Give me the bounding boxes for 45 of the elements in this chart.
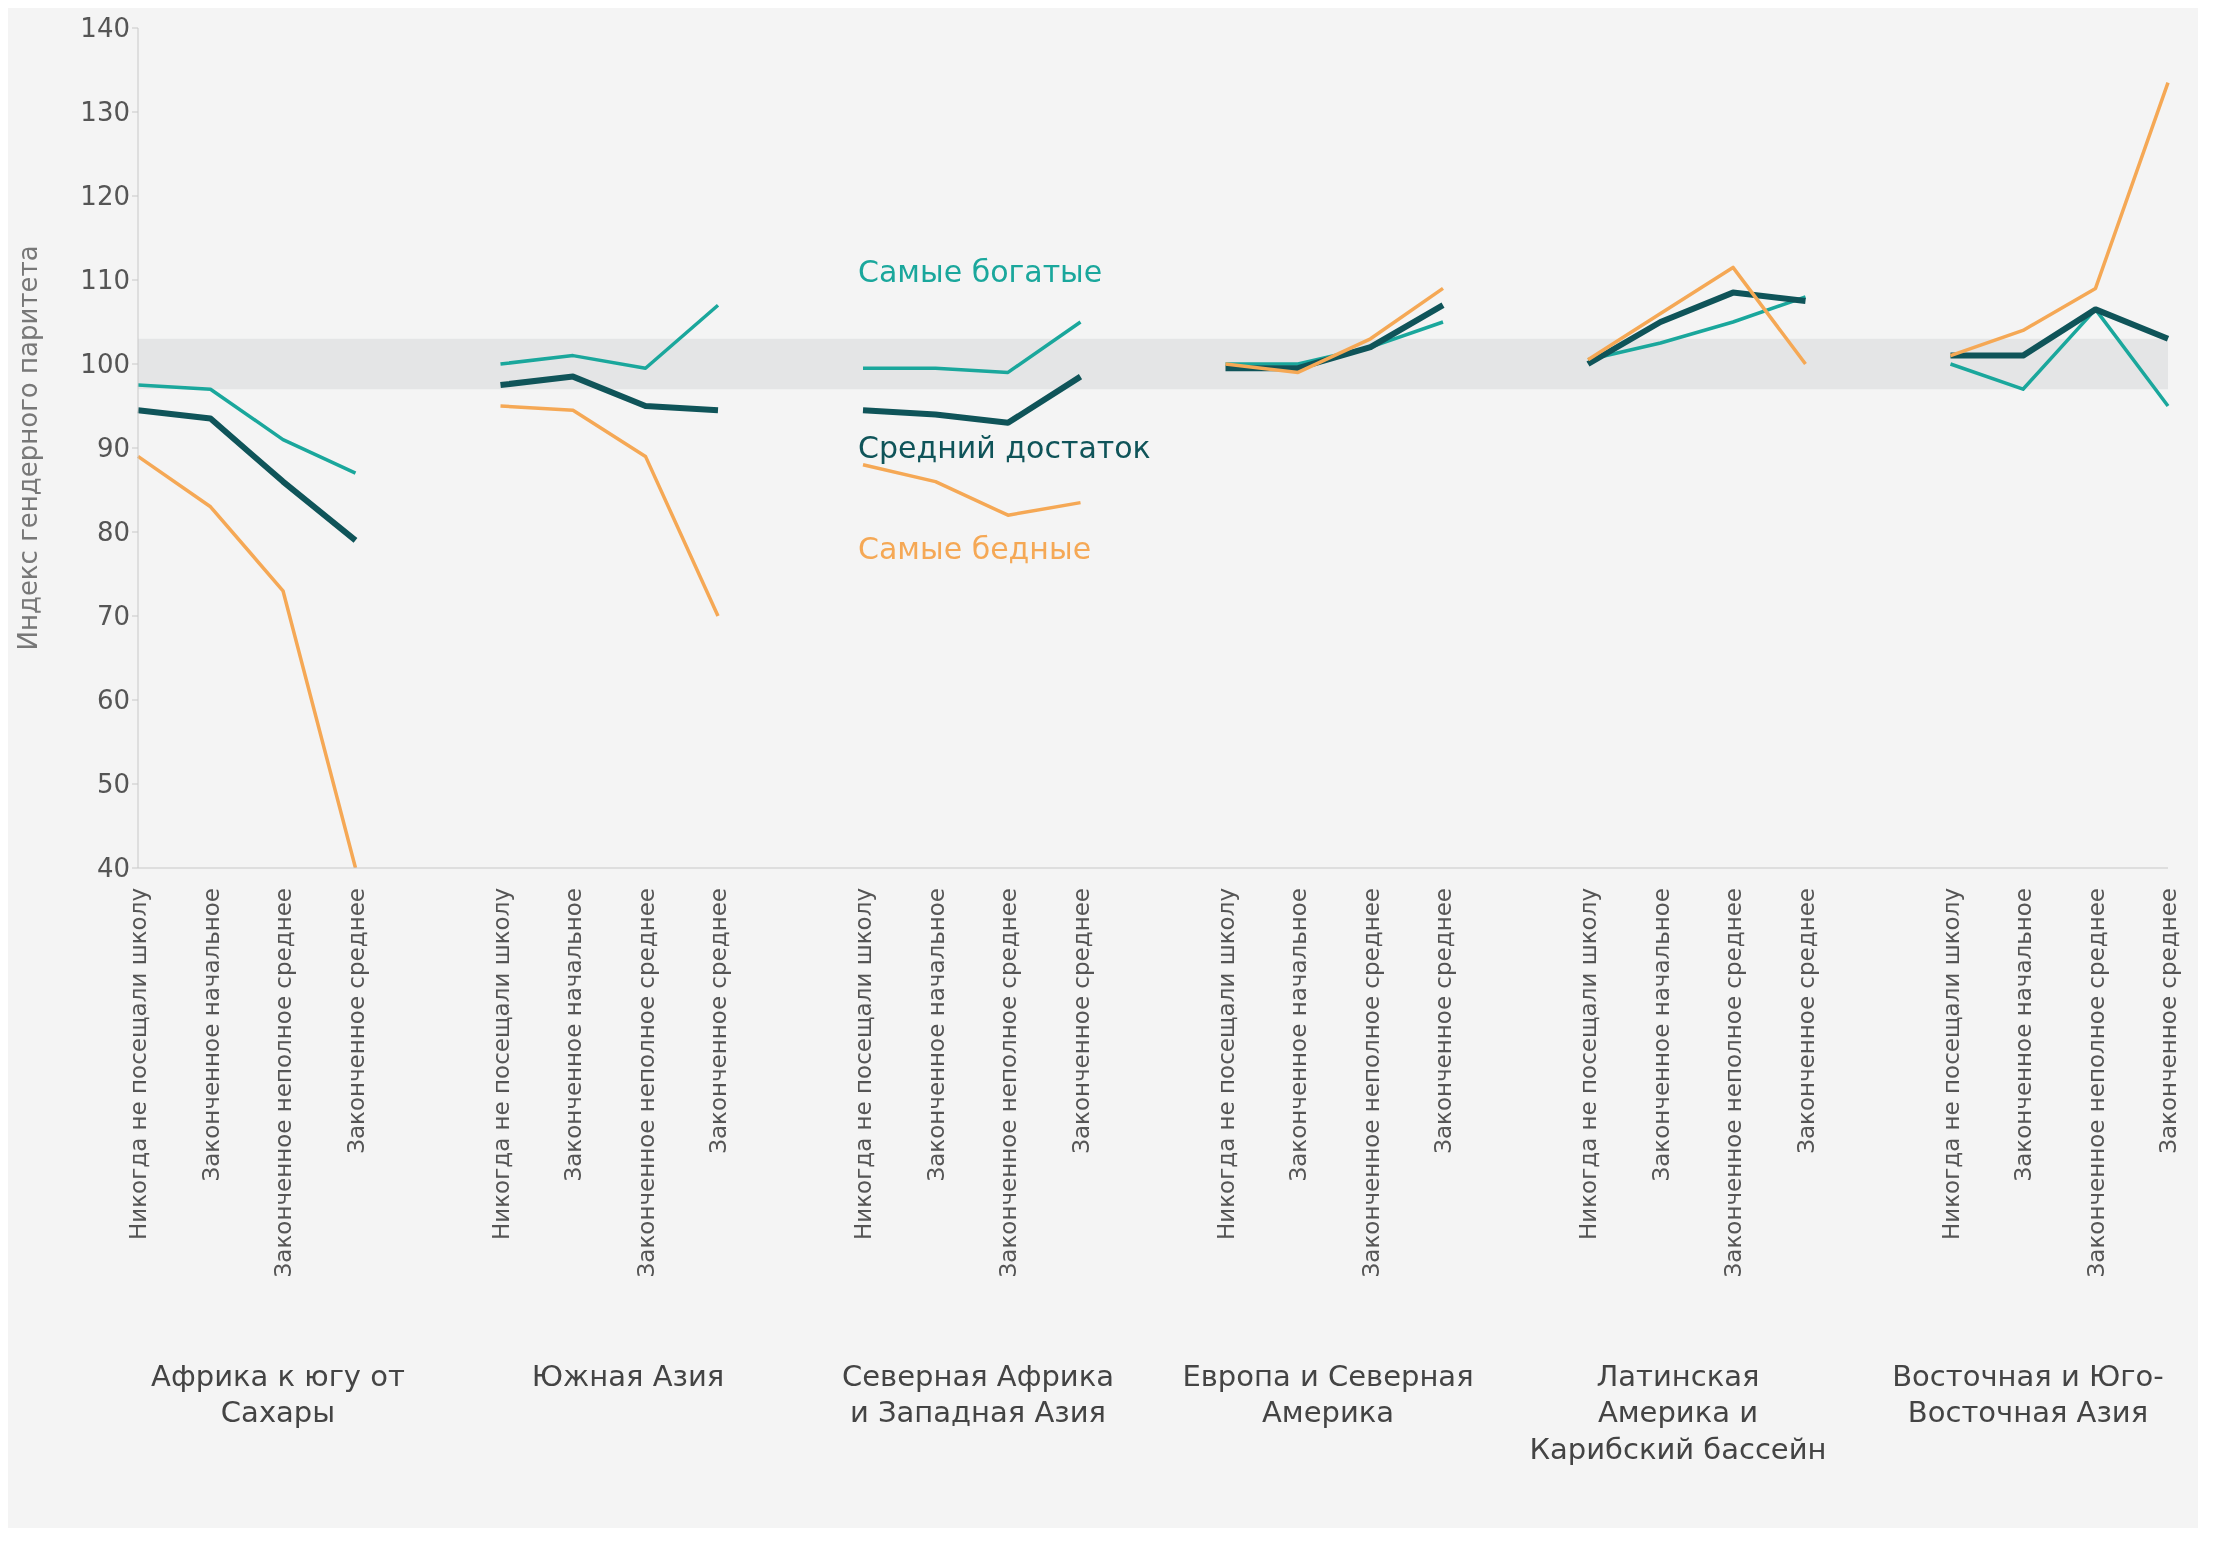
x-tick-label: Законченное начальное [2010,888,2036,1182]
text: Восточная и Юго-Восточная Азия [1891,1358,2165,1431]
text: Африка к югу от Сахары [150,1358,406,1431]
text: Европа и Северная Америка [1181,1358,1475,1431]
y-axis-title: Индекс гендерного паритета [13,245,44,651]
series-label: Самые бедные [858,530,1092,566]
y-tick-label: 110 [80,265,130,296]
x-tick-label: Законченное среднее [2155,888,2181,1154]
y-tick-label: 140 [80,13,130,44]
x-tick-label: Законченное среднее [1430,888,1456,1154]
x-tick-label: Законченное среднее [342,888,369,1154]
text: Северная Африка и Западная Азия [841,1358,1115,1431]
x-tick-label: Законченное неполное среднее [1720,888,1746,1278]
text: Латинская Америка и Карибский бассейн [1528,1358,1828,1467]
y-tick-label: 130 [80,97,130,128]
y-tick-label: 120 [80,181,130,212]
x-tick-label: Никогда не посещали школу [1937,888,1964,1241]
y-tick-label: 50 [96,769,130,800]
x-tick-label: Никогда не посещали школу [1575,888,1601,1241]
y-tick-label: 40 [96,853,130,884]
x-tick-label: Законченное среднее [705,888,731,1154]
x-tick-label: Никогда не посещали школу [850,888,876,1241]
series-label: Средний достаток [858,430,1151,465]
x-tick-label: Законченное неполное среднее [1357,888,1384,1278]
x-tick-label: Законченное неполное среднее [270,888,296,1278]
x-tick-label: Никогда не посещали школу [1212,888,1239,1241]
x-tick-label: Законченное начальное [922,888,949,1182]
x-tick-label: Никогда не посещали школу [487,888,514,1241]
y-tick-label: 80 [96,517,130,548]
x-tick-label: Законченное начальное [560,888,586,1182]
y-tick-label: 90 [96,433,130,464]
series-label: Самые богатые [858,253,1103,289]
x-tick-label: Законченное среднее [1067,888,1094,1154]
x-tick-label: Законченное начальное [1647,888,1674,1182]
y-tick-label: 60 [96,685,130,716]
x-tick-label: Законченное начальное [197,888,224,1182]
x-tick-label: Никогда не посещали школу [125,888,151,1241]
y-tick-label: 70 [96,601,130,632]
x-tick-label: Законченное неполное среднее [2082,888,2109,1278]
x-tick-label: Законченное начальное [1285,888,1311,1182]
x-tick-label: Законченное неполное среднее [632,888,659,1278]
y-tick-label: 100 [80,349,130,380]
text: Южная Азия [530,1358,726,1395]
x-tick-label: Законченное среднее [1792,888,1819,1154]
x-tick-label: Законченное неполное среднее [995,888,1021,1278]
